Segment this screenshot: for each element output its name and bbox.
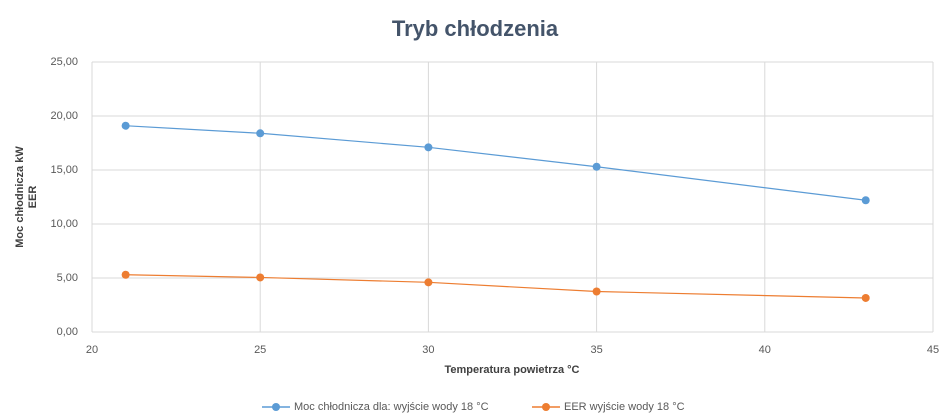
legend-label: EER wyjście wody 18 °C <box>564 401 685 413</box>
x-tick-label: 40 <box>759 344 771 356</box>
y-tick-label: 15,00 <box>50 164 78 176</box>
x-tick-label: 35 <box>590 344 602 356</box>
legend-marker <box>542 403 550 411</box>
data-point <box>424 143 433 152</box>
y-tick-label: 20,00 <box>50 110 78 122</box>
y-tick-label: 25,00 <box>50 56 78 68</box>
data-point <box>592 162 601 171</box>
x-tick-label: 30 <box>422 344 434 356</box>
y-tick-label: 0,00 <box>57 326 78 338</box>
x-tick-label: 45 <box>927 344 939 356</box>
chart-title: Tryb chłodzenia <box>392 16 559 41</box>
series-line <box>125 125 866 201</box>
y-axis-label: Moc chłodnicza kW <box>14 146 26 248</box>
data-point <box>256 273 265 282</box>
x-tick-label: 25 <box>254 344 266 356</box>
data-point <box>256 129 265 138</box>
data-point <box>424 278 433 287</box>
y-tick-label: 10,00 <box>50 218 78 230</box>
x-axis-label: Temperatura powietrza °C <box>444 364 579 376</box>
legend-label: Moc chłodnicza dla: wyjście wody 18 °C <box>294 401 489 413</box>
data-point <box>861 293 870 302</box>
data-point <box>121 270 130 279</box>
legend-marker <box>272 403 280 411</box>
y-tick-label: 5,00 <box>57 272 78 284</box>
data-point <box>592 287 601 296</box>
y-axis-label: EER <box>27 186 39 209</box>
data-point <box>861 196 870 205</box>
data-point <box>121 121 130 130</box>
x-tick-label: 20 <box>86 344 98 356</box>
